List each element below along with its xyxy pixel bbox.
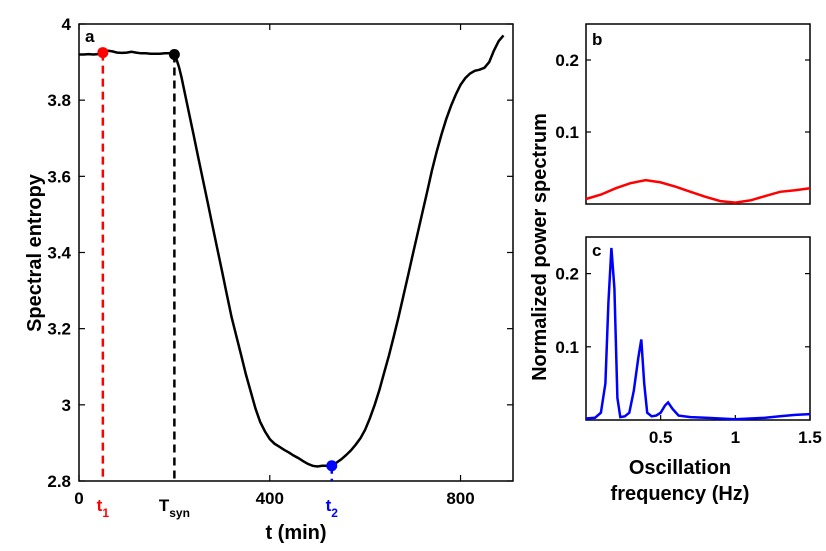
a-xtick-label: 0 [74, 489, 83, 508]
panel-c-label: c [592, 241, 601, 260]
marker-label-t1: t1 [97, 496, 110, 520]
ytick-label: 0.1 [555, 338, 579, 357]
panel-b-ticks: 0.1 0.2 [555, 51, 810, 142]
marker-label-tsyn: Tsyn [159, 496, 190, 520]
ytick-label: 0.2 [555, 265, 579, 284]
marker-dot-t2 [326, 460, 338, 472]
marker-dot-t1 [97, 47, 109, 59]
panel-a-ylabel: Spectral entropy [24, 173, 46, 332]
ytick-label: 0.1 [555, 123, 579, 142]
panel-a-marker-lines [101, 52, 334, 481]
marker-label-t2: t2 [326, 496, 339, 520]
panel-b-label: b [592, 30, 602, 49]
panel-a-label: a [85, 27, 95, 46]
marker-label-sub-t1: 1 [102, 506, 109, 520]
spectral-entropy-line [79, 34, 505, 468]
xtick-label: 1 [731, 428, 740, 447]
panel-c-ticks: 0.1 0.2 0.5 1 1.5 [555, 265, 821, 447]
panel-b: 0.1 0.2 b [555, 23, 811, 205]
panel-c: 0.1 0.2 0.5 1 1.5 c Oscillation frequency (H… [555, 236, 822, 505]
panel-a-markers: t1 Tsyn t2 [97, 47, 339, 520]
spectrum-t2-line [585, 247, 811, 421]
panel-a: 2.8 3 3.2 3.4 3.6 3.8 4 0 400 800 t1 Tsyn t2 a t (m… [24, 15, 514, 544]
a-xtick-label: 400 [256, 489, 284, 508]
panel-c-frame [585, 236, 811, 421]
xtick-label: 0.5 [649, 428, 673, 447]
a-ytick-label: 3 [62, 396, 71, 415]
ytick-label: 0.2 [555, 51, 579, 70]
panel-a-xlabel: t (min) [265, 522, 326, 544]
a-ytick-label: 2.8 [47, 472, 71, 491]
spectrum-t1-line [585, 178, 811, 204]
a-ytick-label: 3.6 [47, 167, 71, 186]
a-ytick-label: 4 [62, 15, 72, 34]
panel-a-ticks: 2.8 3 3.2 3.4 3.6 3.8 4 0 400 800 [47, 15, 513, 508]
a-ytick-label: 3.4 [47, 244, 71, 263]
panel-c-xlabel-line-2: frequency (Hz) [611, 483, 750, 505]
panel-c-xlabel-line-1: Oscillation [629, 457, 731, 479]
panel-a-frame [78, 23, 514, 482]
panel-b-frame [585, 23, 811, 205]
normalized-power-ylabel: Normalized power spectrum [529, 113, 551, 381]
xtick-label: 1.5 [798, 428, 822, 447]
marker-label-sub-t2: 2 [331, 506, 338, 520]
a-ytick-label: 3.8 [47, 91, 71, 110]
a-xtick-label: 800 [446, 489, 474, 508]
marker-label-sub-tsyn: syn [169, 506, 190, 520]
a-ytick-label: 3.2 [47, 320, 71, 339]
marker-dot-tsyn [168, 48, 180, 60]
